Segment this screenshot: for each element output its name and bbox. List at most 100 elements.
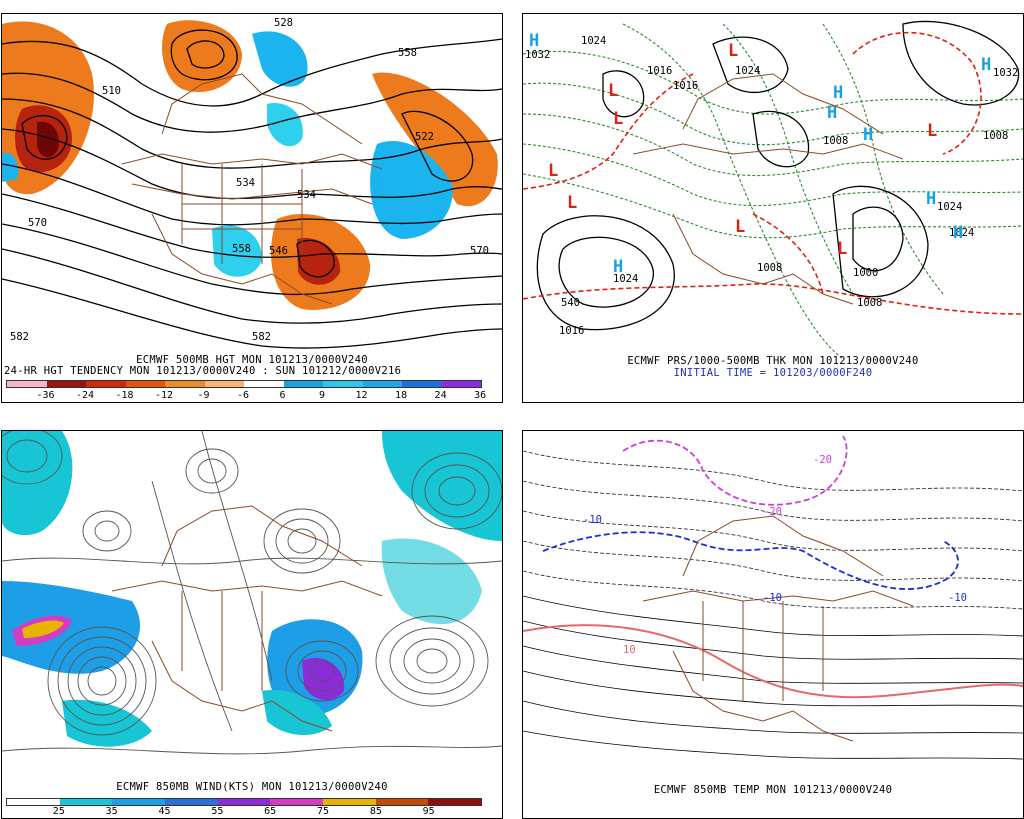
- contour-label: 570: [470, 245, 489, 257]
- scale-swatch: [7, 799, 60, 805]
- contour-label: 546: [269, 245, 288, 257]
- scale-tick: 45: [158, 806, 171, 817]
- scale-swatch: [7, 381, 47, 387]
- contour-label: 582: [10, 331, 29, 343]
- high-pressure-symbol: H: [926, 189, 936, 209]
- panel-pressure-footer: ECMWF PRS/1000-500MB THK MON 101213/0000…: [523, 355, 1023, 402]
- isotherm-label: -20: [763, 506, 782, 518]
- high-pressure-symbol: H: [529, 31, 539, 51]
- scale-swatch: [165, 799, 218, 805]
- low-pressure-symbol: L: [728, 41, 738, 61]
- contour-label: 570: [28, 217, 47, 229]
- low-pressure-symbol: L: [927, 121, 937, 141]
- scale-swatch: [375, 799, 429, 805]
- scale-tick: 65: [264, 806, 277, 817]
- high-pressure-symbol: H: [827, 103, 837, 123]
- isotherm-label: -10: [948, 592, 967, 604]
- caption-sub: 24-HR HGT TENDENCY MON 101213/0000V240 :…: [4, 365, 402, 377]
- panel-pressure-thickness: 1032 1024 1016 1024 1016 1024 1008 1008 …: [522, 13, 1024, 403]
- panel-500mb-footer: ECMWF 500MB HGT MON 101213/0000V240 24-H…: [2, 354, 502, 402]
- caption-main: ECMWF PRS/1000-500MB THK MON 101213/0000…: [627, 355, 919, 367]
- isobar-label: 1024: [581, 35, 606, 47]
- isobar-label: 1008: [823, 135, 848, 147]
- scale-tick: -18: [115, 390, 134, 401]
- scale-swatch: [441, 381, 481, 387]
- scale-tick: 95: [422, 806, 435, 817]
- scale-tick: 12: [355, 390, 368, 401]
- scale-swatch: [165, 381, 205, 387]
- scale-tick: 85: [369, 806, 382, 817]
- caption-main: ECMWF 500MB HGT MON 101213/0000V240: [136, 354, 368, 366]
- low-pressure-symbol: L: [735, 217, 745, 237]
- caption-main: ECMWF 850MB TEMP MON 101213/0000V240: [653, 784, 893, 796]
- high-pressure-symbol: H: [613, 257, 623, 277]
- map-850mb-wind: [2, 431, 502, 776]
- scale-tick: 25: [52, 806, 65, 817]
- scale-tick: 36: [474, 390, 487, 401]
- scale-swatch: [362, 381, 402, 387]
- scale-swatch: [323, 381, 363, 387]
- panel-850mb-wind: ECMWF 850MB WIND(KTS) MON 101213/0000V24…: [1, 430, 503, 819]
- wind-scale-ticks: 25 35 45 55 65 75 85 95: [6, 806, 482, 818]
- isobar-label: 1024: [937, 201, 962, 213]
- scale-tick: 35: [105, 806, 118, 817]
- isobar-label: 1016: [559, 325, 584, 337]
- contour-label: 534: [297, 189, 316, 201]
- isotherm-label: 10: [623, 644, 636, 656]
- scale-tick: -24: [75, 390, 95, 401]
- isobar-label: 1024: [949, 227, 974, 239]
- contour-label: 558: [398, 47, 417, 59]
- scale-swatch: [244, 381, 284, 387]
- isobar-label: 1000: [853, 267, 878, 279]
- scale-swatch: [428, 799, 482, 805]
- low-pressure-symbol: L: [837, 239, 847, 259]
- scale-swatch: [283, 381, 323, 387]
- isotherm-label: -10: [763, 592, 782, 604]
- caption-main: ECMWF 850MB WIND(KTS) MON 101213/0000V24…: [116, 781, 388, 793]
- isobar-label: 1016: [673, 80, 698, 92]
- map-850mb-temp: -10 -20 -20 -10 -10 10: [523, 431, 1023, 776]
- contour-label: 510: [102, 85, 121, 97]
- isobar-label: 1024: [613, 273, 638, 285]
- high-pressure-symbol: H: [981, 55, 991, 75]
- scale-tick: 24: [434, 390, 447, 401]
- scale-swatch: [86, 381, 126, 387]
- scale-tick: 55: [211, 806, 224, 817]
- scale-swatch: [112, 799, 166, 805]
- panel-850wind-footer: ECMWF 850MB WIND(KTS) MON 101213/0000V24…: [2, 776, 502, 818]
- contour-label: 534: [236, 177, 255, 189]
- high-pressure-symbol: H: [833, 83, 843, 103]
- tendency-scale-ticks: -36 -24 -18 -12 -9 -6 6 9 12 18 24 36: [6, 390, 486, 402]
- isobar-label: 1016: [647, 65, 672, 77]
- contour-label: 558: [232, 243, 251, 255]
- low-pressure-symbol: L: [613, 109, 623, 129]
- scale-swatch: [125, 381, 165, 387]
- scale-tick: -9: [197, 390, 210, 401]
- map-500mb-height: 510 528 558 522 534 534 558 546 570 570 …: [2, 14, 502, 354]
- map-pressure-thickness: 1032 1024 1016 1024 1016 1024 1008 1008 …: [523, 14, 1023, 359]
- scale-swatch: [402, 381, 442, 387]
- low-pressure-symbol: L: [567, 193, 577, 213]
- isobar-label: 1032: [525, 49, 550, 61]
- scale-swatch: [59, 799, 113, 805]
- isobar-label: 540: [561, 297, 580, 309]
- tendency-color-scale: [6, 380, 482, 388]
- isobar-label: 1008: [983, 130, 1008, 142]
- isobar-label: 1008: [757, 262, 782, 274]
- contour-label: 522: [415, 131, 434, 143]
- scale-tick: -12: [155, 390, 174, 401]
- isobar-label: 1024: [735, 65, 760, 77]
- scale-swatch: [217, 799, 271, 805]
- panel-850mb-temp: -10 -20 -20 -10 -10 10 ECMWF 850MB TEMP …: [522, 430, 1024, 819]
- isobar-label: 1008: [857, 297, 882, 309]
- scale-tick: -6: [237, 390, 250, 401]
- high-pressure-symbol: H: [953, 223, 963, 243]
- high-pressure-symbol: H: [863, 125, 873, 145]
- scale-swatch: [204, 381, 244, 387]
- scale-swatch: [270, 799, 324, 805]
- caption-initial-time: INITIAL TIME = 101203/0000F240: [673, 367, 873, 379]
- low-pressure-symbol: L: [608, 81, 618, 101]
- scale-tick: -36: [36, 390, 55, 401]
- scale-swatch: [46, 381, 86, 387]
- contour-label: 582: [252, 331, 271, 343]
